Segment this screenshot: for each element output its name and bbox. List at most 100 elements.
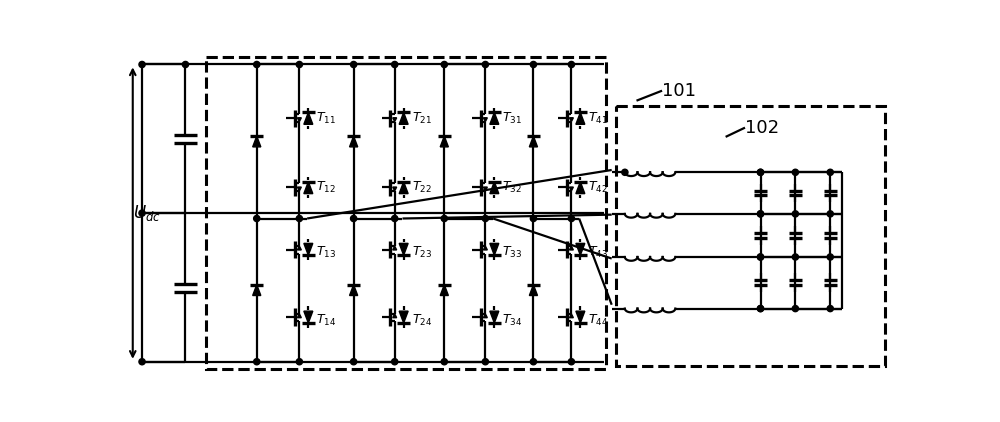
Polygon shape (253, 285, 261, 295)
Polygon shape (304, 243, 313, 255)
Circle shape (827, 306, 833, 312)
Text: $T_{41}$: $T_{41}$ (588, 111, 608, 126)
Polygon shape (393, 118, 397, 122)
Circle shape (530, 215, 537, 222)
Circle shape (792, 254, 798, 260)
Circle shape (568, 62, 575, 68)
Circle shape (254, 62, 260, 68)
Polygon shape (483, 246, 487, 250)
Text: $U_{dc}$: $U_{dc}$ (133, 203, 161, 223)
Text: $T_{34}$: $T_{34}$ (502, 313, 523, 328)
Polygon shape (399, 182, 408, 194)
Circle shape (757, 211, 764, 217)
Polygon shape (399, 243, 408, 255)
Polygon shape (490, 243, 499, 255)
Polygon shape (490, 113, 499, 124)
Polygon shape (304, 113, 313, 124)
Text: $T_{23}$: $T_{23}$ (412, 245, 432, 260)
Circle shape (139, 359, 145, 365)
Polygon shape (350, 285, 358, 295)
Bar (616, 106, 885, 366)
Circle shape (757, 306, 764, 312)
Circle shape (254, 215, 260, 222)
Polygon shape (297, 314, 301, 318)
Circle shape (827, 211, 833, 217)
Polygon shape (490, 311, 499, 323)
Text: $T_{11}$: $T_{11}$ (316, 111, 336, 126)
Circle shape (296, 62, 302, 68)
Circle shape (392, 62, 398, 68)
Text: $T_{31}$: $T_{31}$ (502, 111, 522, 126)
Circle shape (139, 210, 145, 216)
Bar (206, 57, 606, 369)
Circle shape (568, 359, 575, 365)
Polygon shape (440, 136, 448, 147)
Circle shape (827, 169, 833, 176)
Text: 102: 102 (745, 119, 779, 137)
Circle shape (757, 254, 764, 260)
Polygon shape (529, 285, 537, 295)
Circle shape (792, 211, 798, 217)
Circle shape (482, 62, 488, 68)
Text: $T_{33}$: $T_{33}$ (502, 245, 523, 260)
Polygon shape (297, 118, 301, 122)
Text: $T_{32}$: $T_{32}$ (502, 180, 522, 195)
Text: $T_{13}$: $T_{13}$ (316, 245, 337, 260)
Text: $T_{12}$: $T_{12}$ (316, 180, 336, 195)
Circle shape (351, 215, 357, 222)
Circle shape (530, 62, 537, 68)
Polygon shape (529, 136, 537, 147)
Polygon shape (393, 246, 397, 250)
Circle shape (482, 215, 488, 222)
Text: $T_{42}$: $T_{42}$ (588, 180, 608, 195)
Circle shape (392, 359, 398, 365)
Circle shape (296, 359, 302, 365)
Circle shape (482, 359, 488, 365)
Polygon shape (350, 136, 358, 147)
Polygon shape (569, 246, 573, 250)
Circle shape (530, 359, 537, 365)
Text: $T_{44}$: $T_{44}$ (588, 313, 609, 328)
Polygon shape (297, 246, 301, 250)
Circle shape (441, 62, 447, 68)
Circle shape (296, 215, 302, 222)
Circle shape (392, 215, 398, 222)
Polygon shape (399, 113, 408, 124)
Circle shape (441, 215, 447, 222)
Text: $T_{14}$: $T_{14}$ (316, 313, 337, 328)
Circle shape (757, 169, 764, 176)
Circle shape (827, 254, 833, 260)
Text: $T_{22}$: $T_{22}$ (412, 180, 432, 195)
Text: $T_{43}$: $T_{43}$ (588, 245, 609, 260)
Circle shape (757, 306, 764, 312)
Circle shape (568, 215, 575, 222)
Circle shape (351, 62, 357, 68)
Polygon shape (253, 136, 261, 147)
Polygon shape (483, 118, 487, 122)
Polygon shape (304, 311, 313, 323)
Text: 101: 101 (662, 82, 696, 100)
Polygon shape (569, 314, 573, 318)
Polygon shape (393, 187, 397, 191)
Circle shape (792, 169, 798, 176)
Polygon shape (576, 113, 585, 124)
Polygon shape (483, 314, 487, 318)
Polygon shape (399, 311, 408, 323)
Circle shape (441, 359, 447, 365)
Polygon shape (304, 182, 313, 194)
Circle shape (757, 211, 764, 217)
Polygon shape (569, 118, 573, 122)
Circle shape (622, 169, 628, 176)
Polygon shape (576, 311, 585, 323)
Circle shape (182, 62, 189, 68)
Polygon shape (576, 243, 585, 255)
Circle shape (792, 306, 798, 312)
Circle shape (139, 62, 145, 68)
Text: $T_{21}$: $T_{21}$ (412, 111, 432, 126)
Circle shape (351, 359, 357, 365)
Polygon shape (569, 187, 573, 191)
Text: $T_{24}$: $T_{24}$ (412, 313, 432, 328)
Polygon shape (490, 182, 499, 194)
Polygon shape (297, 187, 301, 191)
Circle shape (254, 359, 260, 365)
